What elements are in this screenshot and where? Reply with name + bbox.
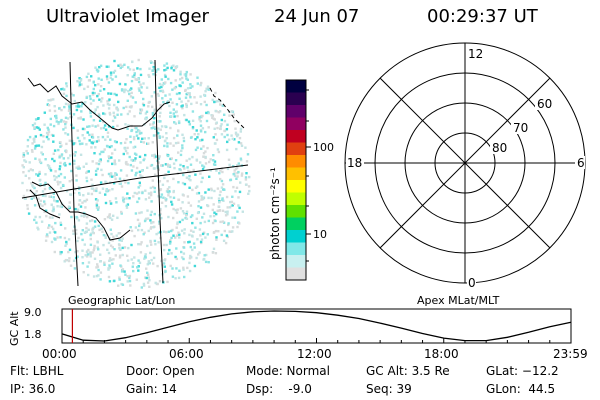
glat-value: GLat: −12.2 <box>486 364 559 378</box>
colorbar-cell <box>286 267 306 281</box>
colorbar-cell <box>286 217 306 231</box>
coastlines <box>27 77 247 241</box>
colorbar-cell <box>286 155 306 168</box>
polar-panel-label: Apex MLat/MLT <box>417 294 500 307</box>
orbit-chart-frame <box>61 308 572 344</box>
colorbar-cell <box>286 255 306 268</box>
x-tick-label-2359: 23:59 <box>553 347 588 361</box>
lat-label-60: 60 <box>537 97 552 111</box>
colorbar-cell <box>286 142 306 156</box>
mode-value: Mode: Normal <box>246 364 330 378</box>
mlt-label-12: 12 <box>468 47 483 61</box>
y-tick-9: 9.0 <box>24 306 42 319</box>
mlt-label-0: 0 <box>468 276 476 290</box>
instrument-title: Ultraviolet Imager <box>46 6 209 27</box>
time-label: 00:29:37 UT <box>427 6 538 27</box>
gain-value: Gain: 14 <box>126 382 177 396</box>
x-tick-label-1200: 12:00 <box>297 347 332 361</box>
uv-image <box>21 58 251 289</box>
colorbar-unit-label: photon cm⁻²s⁻¹ <box>268 167 282 260</box>
colorbar-cell <box>286 92 306 106</box>
lat-label-80: 80 <box>492 141 507 155</box>
x-tick-label-0600: 06:00 <box>169 347 204 361</box>
polar-plot <box>344 42 586 284</box>
mlt-label-6: 6 <box>577 156 585 170</box>
colorbar: 100 10 photon cm⁻²s⁻¹ <box>268 79 334 281</box>
dsp-value: Dsp: -9.0 <box>246 382 312 396</box>
geographic-grid <box>21 59 249 287</box>
colorbar-cell <box>286 80 306 93</box>
colorbar-cell <box>286 105 306 118</box>
colorbar-cell <box>286 242 306 256</box>
glon-value: GLon: 44.5 <box>486 382 556 396</box>
lat-label-70: 70 <box>513 121 528 135</box>
colorbar-cell <box>286 130 306 143</box>
mlt-label-18: 18 <box>347 156 362 170</box>
filter-value: Flt: LBHL <box>10 364 64 378</box>
colorbar-label-100: 100 <box>313 141 334 154</box>
seq-value: Seq: 39 <box>366 382 412 396</box>
colorbar-cell <box>286 205 306 218</box>
orbit-altitude-line <box>61 310 572 342</box>
x-tick-label-0000: 00:00 <box>42 347 77 361</box>
colorbar-label-10: 10 <box>313 228 327 241</box>
y-axis-label: GC Alt <box>8 311 21 346</box>
door-value: Door: Open <box>126 364 195 378</box>
orbit-chart: 9.0 1.8 GC Alt 00:00 06:00 12:00 18:00 2… <box>8 306 588 361</box>
colorbar-cell <box>286 117 306 131</box>
date-label: 24 Jun 07 <box>274 6 360 27</box>
y-tick-1-8: 1.8 <box>24 328 42 341</box>
colorbar-cell <box>286 192 306 206</box>
colorbar-cell <box>286 180 306 193</box>
colorbar-cell <box>286 230 306 243</box>
gc-alt-value: GC Alt: 3.5 Re <box>366 364 450 378</box>
x-tick-label-1800: 18:00 <box>424 347 459 361</box>
colorbar-cell <box>286 167 306 181</box>
ip-value: IP: 36.0 <box>10 382 56 396</box>
image-panel-label: Geographic Lat/Lon <box>68 294 175 307</box>
